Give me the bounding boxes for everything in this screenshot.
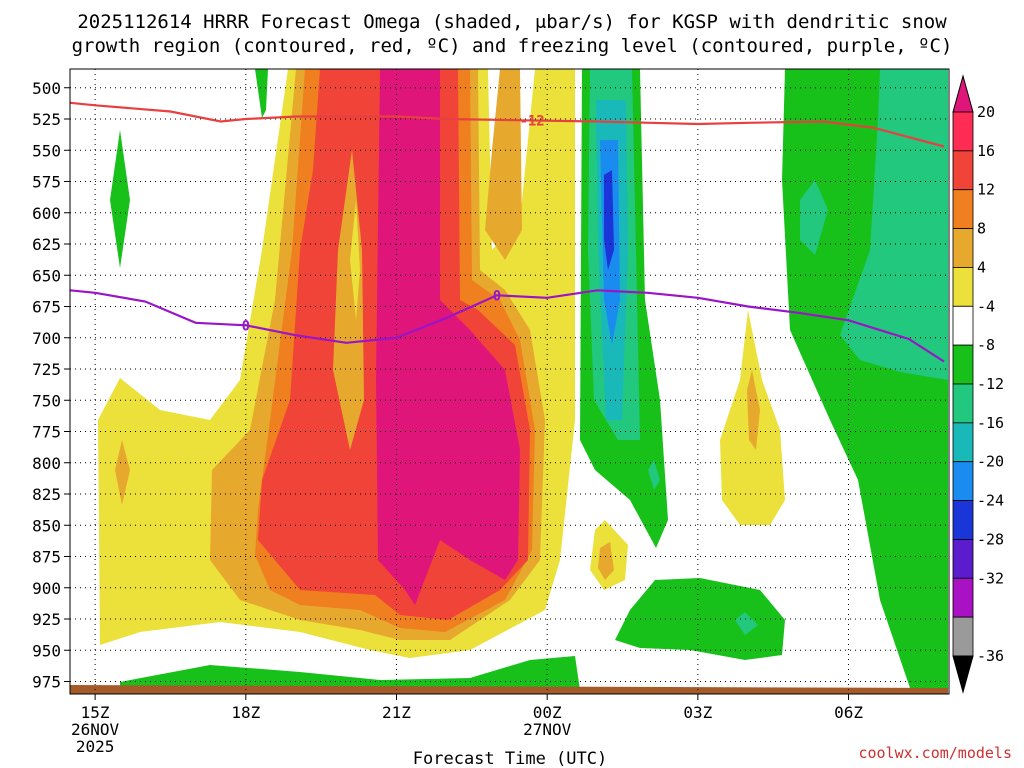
y-tick-label: 775: [32, 423, 61, 442]
contour-line-freezing: [70, 289, 945, 363]
colorbar-tick-label: -12: [977, 375, 1004, 393]
colorbar-tick-label: -16: [977, 414, 1004, 432]
colorbar-segment: [952, 422, 974, 463]
colorbar-segment: [952, 344, 974, 385]
contour-label: 0: [493, 288, 501, 304]
y-tick-label: 800: [32, 454, 61, 473]
y-tick-label: 950: [32, 641, 61, 660]
colorbar-tick-label: 16: [977, 142, 995, 160]
colorbar-segment: [952, 305, 974, 346]
colorbar-segment: [952, 383, 974, 424]
omega-gap-left-inner: [350, 200, 360, 320]
colorbar-segment: [952, 111, 974, 152]
colorbar-segment: [952, 189, 974, 229]
x-tick-label: 00Z: [533, 703, 562, 722]
colorbar-tick-label: -28: [977, 530, 1004, 548]
colorbar-tick-label: 20: [977, 103, 995, 121]
y-tick-label: 750: [32, 391, 61, 410]
plot-frame: [69, 68, 950, 695]
terrain-surface: [70, 685, 948, 694]
contour-label: -12: [519, 113, 544, 129]
colorbar-segment: [952, 228, 974, 268]
x-tick-label: 03Z: [683, 703, 712, 722]
y-tick-label: 975: [32, 673, 61, 692]
omega-gap-right: [485, 69, 522, 260]
x-tick-label: 15Z: [81, 703, 110, 722]
colorbar-tick-label: -20: [977, 453, 1004, 471]
y-tick-label: 575: [32, 173, 61, 192]
colorbar-segment: [952, 500, 974, 540]
contour-line-dgz: [70, 101, 945, 148]
gridlines: [70, 69, 949, 694]
colorbar-segment: [952, 539, 974, 579]
colorbar-tick-label: 4: [977, 258, 986, 276]
colorbar: 20 16 12 8 4 -4 -8 -12 -16 -20 -24 -28 -32 -36: [952, 74, 1004, 694]
y-tick-label: 925: [32, 610, 61, 629]
x-tick-label: 18Z: [231, 703, 260, 722]
omega-shade-neg8-right: [840, 69, 948, 380]
omega-shade-neg20: [604, 170, 614, 270]
colorbar-segment: [952, 616, 974, 657]
omega-shade-neg8-right-b: [800, 180, 828, 255]
colorbar-tick-label: 8: [977, 220, 986, 238]
colorbar-segment: [952, 577, 974, 618]
credit-text: coolwx.com/models: [858, 744, 1012, 762]
y-tick-label: 900: [32, 579, 61, 598]
omega-shade-20: [376, 69, 520, 605]
y-axis: 500 525 550 575 600 625 650 675 700 725 750 775 800 8…: [32, 79, 70, 692]
colorbar-tick-label: 12: [977, 181, 995, 199]
colorbar-top-triangle: [952, 74, 974, 113]
omega-shade-8-small-b: [747, 370, 760, 450]
y-tick-label: 675: [32, 298, 61, 317]
contour-lines: -12 0 0: [70, 101, 945, 363]
colorbar-tick-label: -4: [977, 297, 995, 315]
x-tick-date: 26NOV: [71, 720, 120, 739]
x-tick-label: 21Z: [382, 703, 411, 722]
y-tick-label: 825: [32, 485, 61, 504]
omega-shade-neg8-speck: [648, 460, 660, 490]
colorbar-segment: [952, 150, 974, 191]
y-tick-label: 550: [32, 141, 61, 160]
colorbar-tick-label: -36: [977, 647, 1004, 665]
y-tick-label: 625: [32, 235, 61, 254]
y-tick-label: 525: [32, 110, 61, 129]
colorbar-tick-label: -8: [977, 336, 995, 354]
contour-label: 0: [242, 318, 250, 334]
omega-shade-neg8-low: [735, 612, 758, 635]
y-tick-label: 650: [32, 266, 61, 285]
y-tick-label: 725: [32, 360, 61, 379]
colorbar-tick-label: -24: [977, 492, 1004, 510]
y-tick-label: 600: [32, 204, 61, 223]
plot-area: -12 0 0: [69, 68, 950, 695]
x-tick-label: 06Z: [834, 703, 863, 722]
chart-title-line1: 2025112614 HRRR Forecast Omega (shaded, …: [77, 11, 947, 33]
omega-shade-8-small-a: [598, 542, 614, 580]
colorbar-bottom-triangle: [952, 655, 974, 694]
y-tick-label: 700: [32, 329, 61, 348]
omega-shade-neg4-left-thin: [110, 130, 130, 268]
y-tick-label: 875: [32, 548, 61, 567]
colorbar-segment: [952, 461, 974, 501]
chart-title-line2: growth region (contoured, red, ºC) and f…: [72, 35, 953, 57]
y-tick-label: 500: [32, 79, 61, 98]
colorbar-segment: [952, 267, 974, 307]
x-tick-year: 2025: [76, 737, 115, 756]
omega-shade-neg4-top-thin: [255, 69, 268, 118]
y-tick-label: 850: [32, 516, 61, 535]
omega-shading: [70, 69, 948, 694]
x-tick-date: 27NOV: [523, 720, 572, 739]
x-axis-label: Forecast Time (UTC): [413, 749, 607, 768]
colorbar-tick-label: -32: [977, 569, 1004, 587]
